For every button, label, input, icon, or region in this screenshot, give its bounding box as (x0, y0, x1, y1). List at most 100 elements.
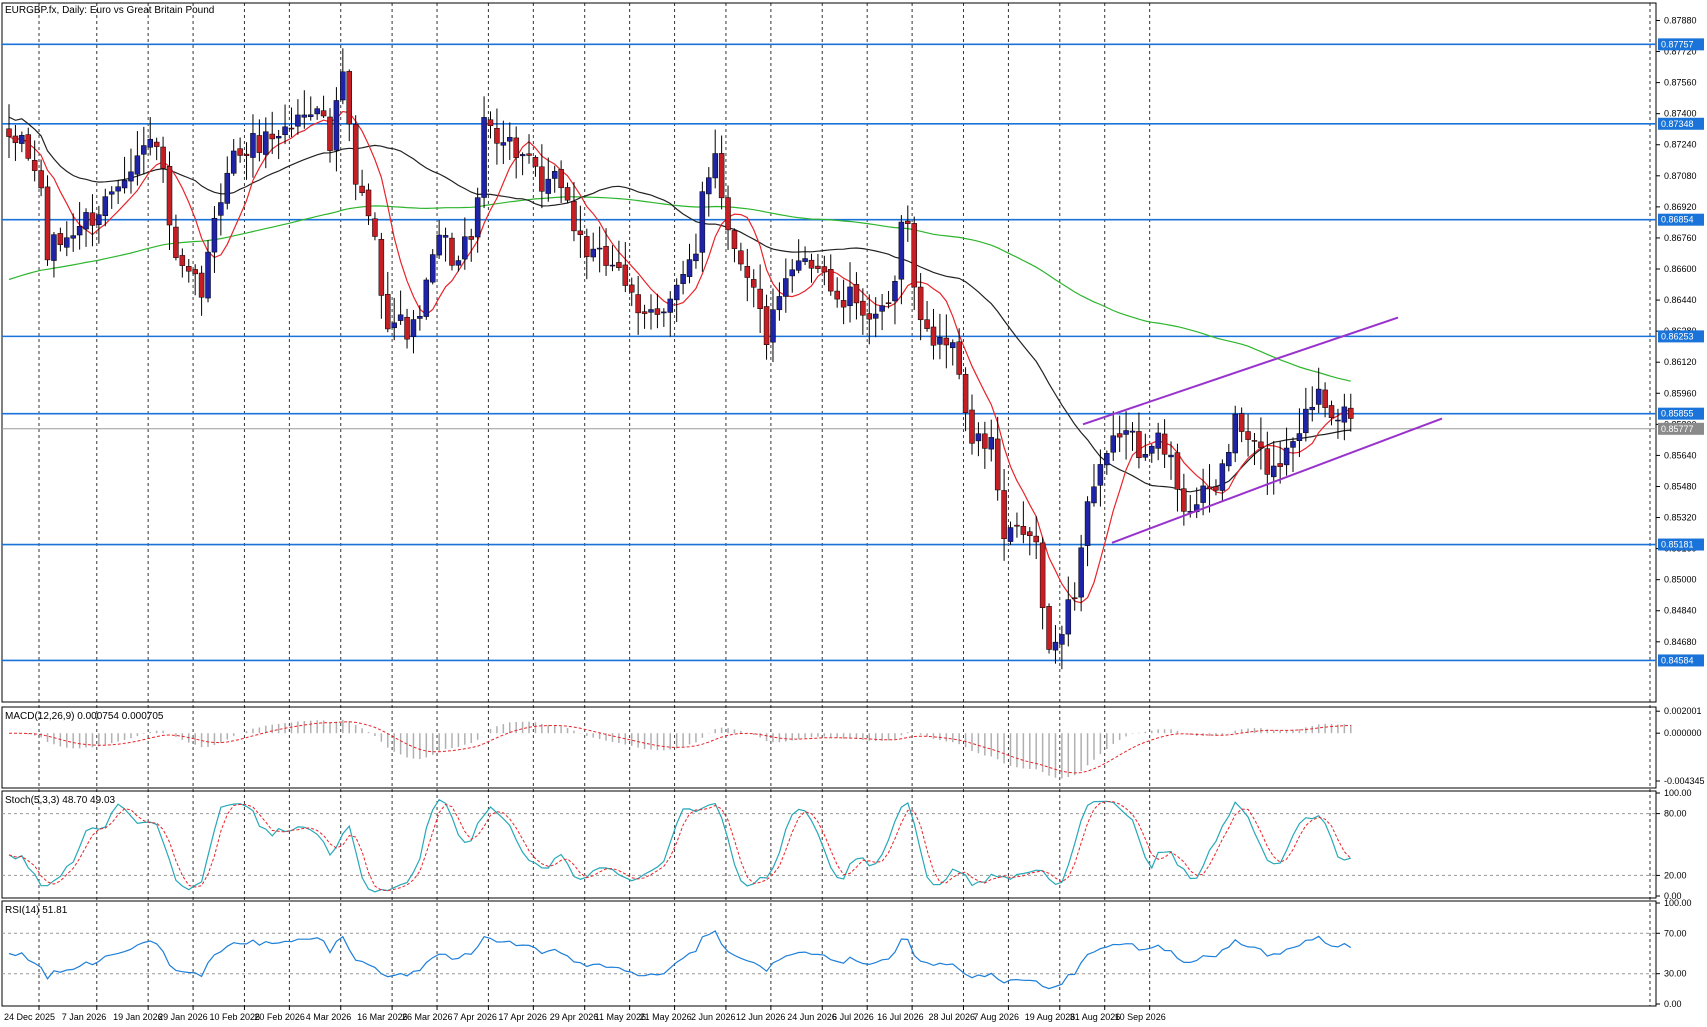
indicator-tick-label: -0.004345 (1664, 776, 1705, 786)
candle-body (1341, 406, 1348, 423)
support-resistance-levels (2, 43, 1656, 662)
candle-body (699, 191, 706, 253)
level-tag-label: 0.87348 (1661, 119, 1694, 129)
candle-body (1149, 445, 1155, 454)
candle-body (866, 313, 873, 320)
candle-body (468, 236, 474, 240)
candle-body (750, 279, 757, 288)
stochastic-pane[interactable]: Stoch(5,3,3) 48.70 49.03 (1, 790, 1657, 899)
candle-body (51, 234, 57, 261)
price-tick-label: 0.85960 (1664, 388, 1697, 398)
candle-body (763, 306, 770, 346)
indicator-tick-label: 30.00 (1664, 969, 1687, 979)
date-label: 7 Aug 2026 (973, 1012, 1019, 1022)
candle-body (64, 237, 70, 248)
candle-body (507, 137, 513, 142)
candle-body (237, 148, 243, 156)
candle-body (879, 305, 885, 312)
date-label: 24 Dec 2025 (4, 1012, 55, 1022)
ma-fast-line (8, 110, 1351, 604)
rsi-line (8, 930, 1352, 990)
level-tag (1658, 38, 1704, 51)
candle-body (969, 409, 975, 444)
candle-body (917, 286, 924, 321)
candle-body (352, 124, 359, 185)
rsi-pane[interactable]: RSI(14) 51.81 (1, 900, 1657, 1007)
price-tick-label: 0.85480 (1664, 481, 1697, 491)
candle-body (275, 136, 282, 139)
candle-body (1303, 408, 1309, 434)
candle-body (455, 260, 462, 266)
date-label: 28 Jul 2026 (928, 1012, 975, 1022)
channel-lower-line (1111, 417, 1443, 544)
date-label: 11 May 2026 (595, 1012, 646, 1022)
candle-body (1155, 432, 1161, 449)
level-tag (1658, 538, 1704, 551)
candle-body (365, 189, 372, 217)
candle-body (1110, 435, 1116, 453)
candle-body (1258, 441, 1264, 448)
candle-body (924, 319, 930, 329)
candle-body (975, 433, 982, 442)
price-channel (1082, 316, 1443, 544)
macd-label: MACD(12,26,9) 0.000754 0.000705 (5, 711, 164, 722)
candle-body (622, 264, 629, 286)
indicator-tick-label: 100.00 (1664, 788, 1692, 798)
candle-body (1315, 388, 1322, 405)
candle-body (1059, 634, 1065, 645)
price-tick-label: 0.86120 (1664, 357, 1697, 367)
candle-body (115, 186, 121, 192)
candle-body (31, 160, 38, 171)
level-tag (1658, 330, 1704, 343)
stoch-signal-line (8, 800, 1352, 892)
candle-body (295, 114, 301, 127)
candle-body (667, 298, 674, 313)
candle-body (686, 259, 693, 277)
candle-body (982, 433, 988, 449)
candle-body (564, 187, 571, 201)
candle-body (1219, 463, 1226, 491)
candle-body (1213, 486, 1219, 491)
candle-body (1238, 413, 1245, 432)
date-label: 12 Jun 2026 (736, 1012, 786, 1022)
candle-body (160, 146, 166, 169)
indicator-tick-label: 0.002001 (1664, 706, 1702, 716)
candle-body (481, 117, 487, 198)
candle-body (1174, 452, 1181, 490)
level-tag-label: 0.84584 (1661, 655, 1694, 665)
candle-body (44, 186, 51, 261)
candle-body (853, 284, 860, 304)
candle-body (186, 266, 192, 272)
candle-body (1001, 490, 1007, 539)
candle-body (147, 138, 153, 148)
date-label: 24 Jun 2026 (787, 1012, 837, 1022)
candle-body (224, 172, 231, 204)
indicator-tick-label: 80.00 (1664, 809, 1687, 819)
candle-body (635, 294, 641, 314)
indicator-tick-label: 70.00 (1664, 928, 1687, 938)
candle-body (378, 239, 385, 296)
date-label: 19 Jan 2026 (113, 1012, 163, 1022)
candle-body (828, 269, 834, 292)
candle-body (198, 272, 205, 298)
candle-body (192, 269, 198, 275)
candle-body (205, 251, 211, 299)
candle-body (70, 235, 76, 239)
candle-body (1116, 433, 1123, 438)
candle-body (1348, 407, 1354, 419)
date-label: 26 Mar 2026 (402, 1012, 453, 1022)
date-label: 4 Mar 2026 (306, 1012, 352, 1022)
candle-body (757, 288, 763, 309)
candle-body (712, 153, 718, 179)
candle-body (372, 218, 378, 237)
candle-body (436, 234, 442, 256)
candle-body (25, 134, 32, 159)
candle-body (802, 258, 808, 262)
candle-body (956, 341, 962, 375)
candle-body (96, 214, 102, 226)
candle-body (359, 185, 365, 193)
candle-body (930, 326, 937, 346)
macd-pane[interactable]: MACD(12,26,9) 0.000754 0.000705 (1, 706, 1657, 789)
price-pane[interactable]: EURGBP.fx, Daily: Euro vs Great Britain … (1, 2, 1657, 703)
